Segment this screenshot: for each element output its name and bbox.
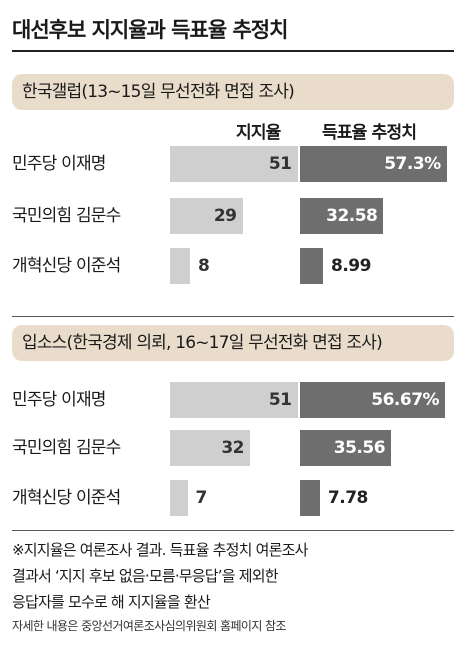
poll-banner-1: 한국갤럽(13~15일 무선전화 면접 조사) [12,74,454,110]
title-rule [12,50,454,52]
support-value-label: 8 [198,256,210,276]
source-note: 자세한 내용은 중앙선거여론조사심의위원회 홈페이지 참조 [12,619,286,633]
estimate-value-label: 8.99 [331,256,371,276]
column-header-support: 지지율 [236,123,281,143]
estimate-value-label: 32.58 [326,206,378,226]
poll-banner-2: 입소스(한국경제 의뢰, 16~17일 무선전화 면접 조사) [12,325,454,361]
estimate-bar [300,146,447,182]
support-bar [170,248,190,284]
estimate-value-label: 7.78 [327,488,368,508]
section-divider [12,316,454,317]
estimate-value-label: 57.3% [384,154,441,174]
footnote-line-3: 응답자를 모수로 해 지지율을 환산 [12,593,211,611]
row-label: 민주당 이재명 [12,390,106,410]
support-value-label: 29 [213,206,237,226]
estimate-bar [300,480,320,516]
row-label: 민주당 이재명 [12,154,106,174]
support-bar [170,480,188,516]
footnote-line-1: ※지지율은 여론조사 결과. 득표율 추정치 여론조사 [12,541,308,559]
estimate-bar [300,430,392,466]
support-value-label: 51 [268,154,292,174]
estimate-value-label: 56.67% [371,390,440,410]
page-title: 대선후보 지지율과 득표율 추정치 [12,18,288,42]
row-label: 국민의힘 김문수 [12,206,121,226]
support-bar [170,382,298,418]
estimate-bar [300,382,446,418]
support-value-label: 7 [195,488,208,508]
row-label: 개혁신당 이준석 [12,488,121,508]
column-header-estimate: 득표율 추정치 [322,123,417,143]
estimate-bar [300,248,323,284]
row-label: 국민의힘 김문수 [12,438,121,458]
footnote-line-2: 결과서 ‘지지 후보 없음·모름·무응답’을 제외한 [12,567,279,585]
row-label: 개혁신당 이준석 [12,256,121,276]
support-bar [170,198,243,234]
support-bar [170,430,250,466]
estimate-value-label: 35.56 [333,438,386,458]
estimate-bar [300,198,384,234]
support-bar [170,146,298,182]
support-value-label: 51 [268,390,292,410]
support-value-label: 32 [221,438,244,458]
footnote-divider [12,530,454,531]
